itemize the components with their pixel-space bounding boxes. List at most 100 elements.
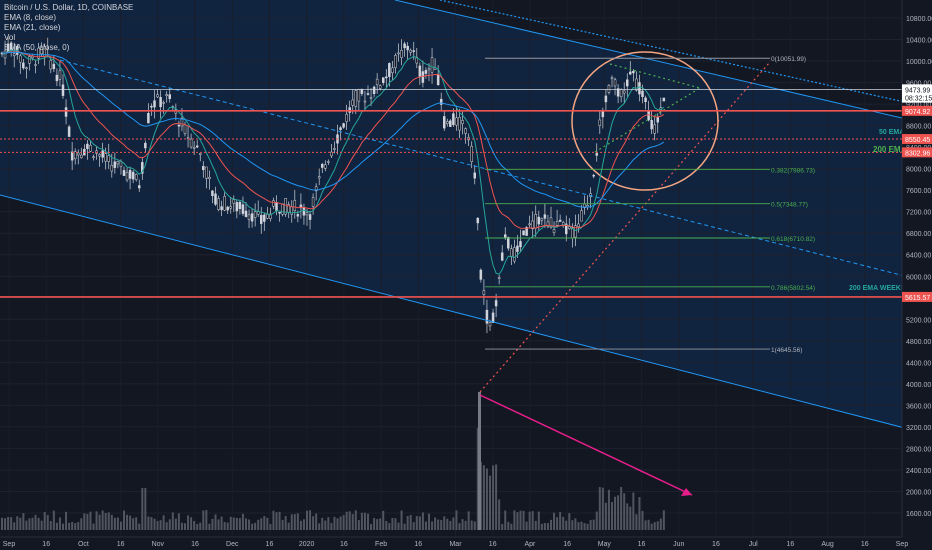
x-tick-label: 16 xyxy=(42,541,50,548)
y-tick-label: 7200.00 xyxy=(906,210,931,217)
candle-body xyxy=(345,113,348,122)
y-tick-label: 7600.00 xyxy=(906,188,931,195)
candle-body xyxy=(107,155,110,162)
volume-bar xyxy=(138,523,141,530)
y-tick-label: 6000.00 xyxy=(906,274,931,281)
arrow-head xyxy=(681,488,692,496)
candle-body xyxy=(485,309,489,324)
candle-body xyxy=(116,161,120,165)
candle-body xyxy=(314,186,318,192)
annotation-label: 200 EMA WEEKLY xyxy=(849,285,909,292)
volume-bars xyxy=(1,392,665,530)
volume-bar xyxy=(162,515,165,530)
x-tick-label: Apr xyxy=(524,541,536,548)
legend-symbol[interactable]: Bitcoin / U.S. Dollar, 1D, COINBASE xyxy=(4,3,134,12)
candle-body xyxy=(89,144,92,152)
volume-bar xyxy=(49,520,52,530)
candle-body xyxy=(388,63,391,77)
volume-bar xyxy=(208,523,211,530)
legend-ema-8[interactable]: EMA (8, close) xyxy=(4,13,57,22)
candle-body xyxy=(662,97,666,102)
candle-body xyxy=(205,166,208,179)
candle-body xyxy=(497,277,501,279)
price-badge: 9473.99 xyxy=(902,84,932,95)
fib-level-label: 0.5(7348.77) xyxy=(771,202,808,209)
y-tick-label: 4000.00 xyxy=(906,382,931,389)
candle-body xyxy=(372,86,376,94)
candle-body xyxy=(55,74,59,82)
candle-body xyxy=(470,145,473,162)
ema-50-line xyxy=(1,51,665,208)
volume-bar xyxy=(119,521,122,530)
volume-bar xyxy=(284,516,287,530)
volume-bar xyxy=(62,523,64,530)
candle-body xyxy=(656,116,659,123)
candle-body xyxy=(592,174,595,177)
candle-body xyxy=(296,214,300,217)
ema-lines xyxy=(1,49,665,275)
time-axis[interactable]: Sep 16 Oct 16 Nov 16 Dec 16 2020 16 Feb 16 Mar 16 Apr 1… xyxy=(0,536,932,550)
volume-bar xyxy=(43,511,46,530)
fib-level-label: 1(4645.56) xyxy=(771,347,802,354)
candle-body xyxy=(272,200,275,207)
channel-lower-line xyxy=(0,194,932,436)
x-tick-label: 16 xyxy=(563,541,571,548)
volume-decline-arrow xyxy=(479,394,693,496)
y-tick-label: 2800.00 xyxy=(906,446,931,453)
volume-bar xyxy=(397,522,400,530)
volume-bar xyxy=(180,522,183,530)
candle-body xyxy=(244,210,248,217)
candle-body xyxy=(500,252,504,261)
volume-bar xyxy=(4,518,7,530)
volume-bar xyxy=(287,522,290,530)
volume-bar xyxy=(528,511,531,530)
volume-bar xyxy=(129,515,132,530)
candle-body xyxy=(482,290,486,295)
candle-body xyxy=(650,119,653,130)
y-tick-label: 10800.00 xyxy=(906,16,932,23)
volume-bar xyxy=(101,510,104,530)
candle-body xyxy=(452,113,455,126)
volume-bar xyxy=(424,521,427,530)
volume-bar xyxy=(461,519,464,530)
candle-body xyxy=(202,166,205,171)
price-axis[interactable]: 10800.00 10400.00 10000.00 9600.00 9200.00 88… xyxy=(901,0,932,550)
price-badge-label: 08:32:15 xyxy=(905,96,932,103)
legend-volume[interactable]: Vol xyxy=(4,33,16,42)
volume-bar xyxy=(214,514,217,530)
candle-body xyxy=(324,164,327,169)
legend: Bitcoin / U.S. Dollar, 1D, COINBASE EMA … xyxy=(4,3,133,53)
volume-bar xyxy=(342,515,345,530)
volume-bar xyxy=(412,522,415,530)
candle-body xyxy=(412,50,415,52)
candle-body xyxy=(317,176,321,179)
fibonacci-levels: 0(10051.99) 0.382(7986.73) 0.5(7348.77) 0.6… xyxy=(485,56,815,354)
fib-level-label: 0(10051.99) xyxy=(771,56,806,63)
volume-bar xyxy=(235,517,238,530)
volume-bar xyxy=(403,523,406,530)
volume-bar xyxy=(174,518,177,530)
volume-bar xyxy=(641,510,644,530)
volume-bar xyxy=(141,488,144,530)
volume-bar xyxy=(348,511,351,530)
candle-body xyxy=(229,206,232,209)
candle-body xyxy=(156,94,159,98)
candle-body xyxy=(305,212,309,216)
volume-bar xyxy=(492,465,495,530)
volume-bar xyxy=(662,510,665,530)
volume-bar xyxy=(446,518,449,530)
volume-bar xyxy=(638,497,641,530)
volume-bar xyxy=(391,517,394,530)
volume-bar xyxy=(421,512,424,530)
volume-bar xyxy=(467,511,470,530)
volume-bar xyxy=(437,519,440,530)
candle-body xyxy=(150,105,153,108)
volume-bar xyxy=(306,510,308,530)
volume-bar xyxy=(34,514,37,530)
legend-ema-50[interactable]: EMA (50, close, 0) xyxy=(4,43,70,52)
candle-body xyxy=(138,185,141,189)
candle-body xyxy=(616,88,620,97)
candle-body xyxy=(147,113,150,124)
legend-ema-21[interactable]: EMA (21, close) xyxy=(4,23,61,32)
